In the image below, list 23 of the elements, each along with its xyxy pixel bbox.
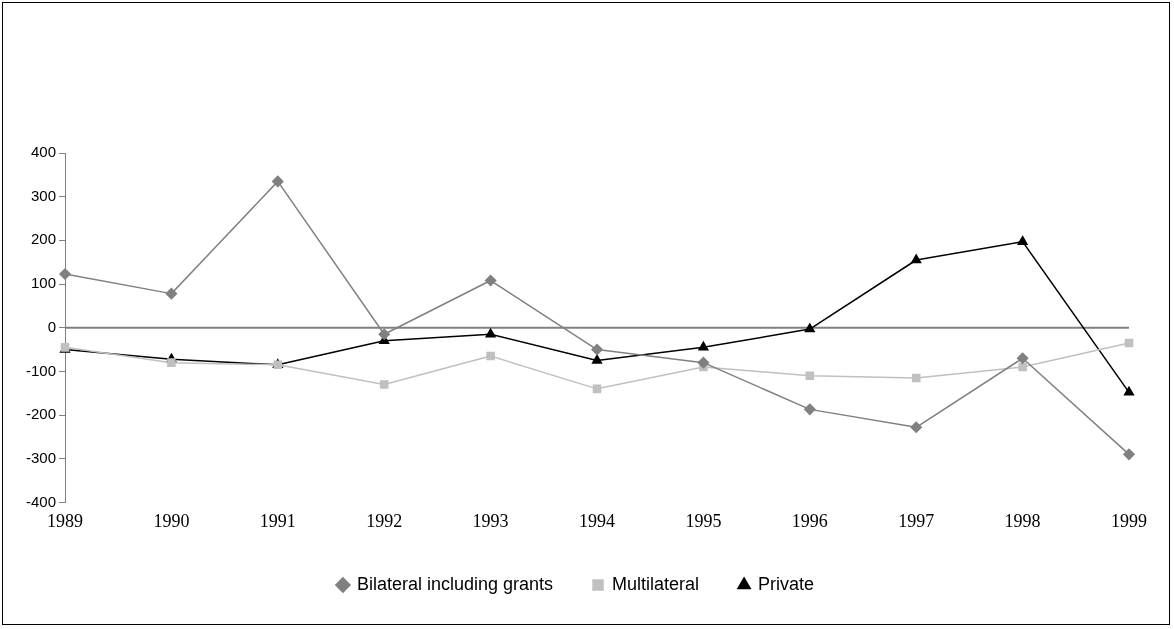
y-tick-label: -400 [25,492,57,510]
x-tick-label: 1992 [366,510,403,531]
y-tick-label: 0 [47,317,57,335]
x-tick-label: 1989 [47,510,84,531]
y-tick-label: -200 [25,405,57,423]
x-tick-label: 1999 [1111,510,1147,531]
x-tick-label: 1998 [1004,510,1041,531]
legend-label: Multilateral [612,573,700,594]
x-tick-label: 1997 [898,510,935,531]
y-tick-label: -300 [25,448,57,466]
y-tick-label: -100 [25,361,57,379]
x-tick-label: 1991 [259,510,296,531]
y-tick-label: 300 [30,186,57,204]
legend-label: Bilateral including grants [356,573,554,594]
x-tick-label: 1994 [579,510,616,531]
y-tick-label: 200 [30,230,57,248]
x-tick-label: 1995 [685,510,722,531]
x-tick-label: 1993 [472,510,509,531]
y-tick-label: 400 [30,143,57,161]
x-tick-label: 1996 [791,510,828,531]
x-tick-label: 1990 [153,510,190,531]
legend-label: Private [758,573,815,594]
y-tick-label: 100 [30,274,57,292]
